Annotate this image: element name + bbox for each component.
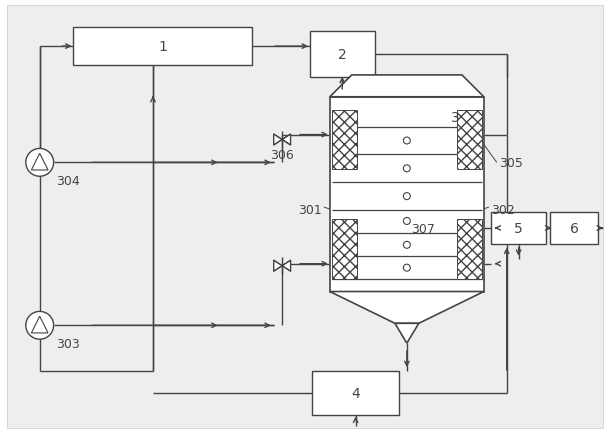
Text: 2: 2 [338, 48, 346, 62]
Polygon shape [31, 154, 48, 171]
Text: 302: 302 [491, 203, 515, 216]
Text: 306: 306 [270, 148, 294, 161]
Text: 305: 305 [499, 157, 523, 169]
Bar [550, 213, 598, 244]
Polygon shape [330, 292, 484, 324]
Bar [457, 220, 482, 279]
Bar [491, 213, 547, 244]
Polygon shape [274, 260, 290, 272]
Polygon shape [395, 324, 419, 343]
Bar [332, 110, 357, 170]
Circle shape [26, 312, 54, 339]
Bar [73, 28, 253, 66]
Text: 1: 1 [159, 40, 167, 54]
Text: 4: 4 [351, 386, 360, 400]
Polygon shape [31, 316, 48, 333]
Polygon shape [274, 135, 290, 146]
Text: 3: 3 [451, 110, 460, 125]
Polygon shape [330, 76, 484, 98]
Bar [330, 98, 484, 292]
Circle shape [26, 149, 54, 177]
Bar [457, 110, 482, 170]
Text: 307: 307 [411, 223, 435, 236]
Text: 304: 304 [56, 174, 79, 187]
Text: 301: 301 [298, 203, 322, 216]
Bar [312, 371, 400, 415]
Bar [310, 32, 375, 78]
Bar [332, 220, 357, 279]
Text: 6: 6 [570, 221, 579, 235]
Text: 303: 303 [56, 337, 79, 350]
Text: 5: 5 [514, 221, 523, 235]
